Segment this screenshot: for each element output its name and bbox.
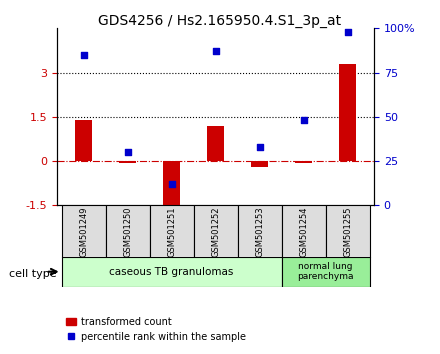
Bar [339, 64, 356, 161]
Point [80, 52, 87, 58]
Text: GSM501250: GSM501250 [123, 207, 132, 257]
Legend: transformed count, percentile rank within the sample: transformed count, percentile rank withi… [62, 313, 249, 346]
Text: GSM501254: GSM501254 [299, 207, 308, 257]
FancyBboxPatch shape [282, 257, 370, 287]
Text: GSM501253: GSM501253 [255, 206, 264, 257]
Point [256, 144, 263, 150]
FancyBboxPatch shape [194, 205, 238, 258]
Text: GDS4256 / Hs2.165950.4.S1_3p_at: GDS4256 / Hs2.165950.4.S1_3p_at [99, 14, 341, 28]
Point [344, 29, 351, 35]
FancyBboxPatch shape [62, 257, 282, 287]
FancyBboxPatch shape [106, 205, 150, 258]
Text: GSM501251: GSM501251 [167, 207, 176, 257]
Bar [207, 126, 224, 161]
FancyBboxPatch shape [62, 205, 106, 258]
Point [212, 48, 219, 54]
Bar [295, 161, 312, 162]
Bar [163, 161, 180, 211]
Bar [119, 161, 136, 162]
Point [168, 181, 175, 187]
Text: GSM501255: GSM501255 [343, 207, 352, 257]
Point [124, 149, 131, 155]
Text: normal lung
parenchyma: normal lung parenchyma [297, 262, 354, 281]
FancyBboxPatch shape [238, 205, 282, 258]
Text: GSM501252: GSM501252 [211, 207, 220, 257]
Bar [75, 120, 92, 161]
FancyBboxPatch shape [326, 205, 370, 258]
Point [300, 118, 307, 123]
FancyBboxPatch shape [150, 205, 194, 258]
Text: GSM501249: GSM501249 [79, 207, 88, 257]
Text: caseous TB granulomas: caseous TB granulomas [110, 267, 234, 277]
Bar [251, 161, 268, 167]
Text: cell type: cell type [9, 269, 56, 279]
FancyBboxPatch shape [282, 205, 326, 258]
